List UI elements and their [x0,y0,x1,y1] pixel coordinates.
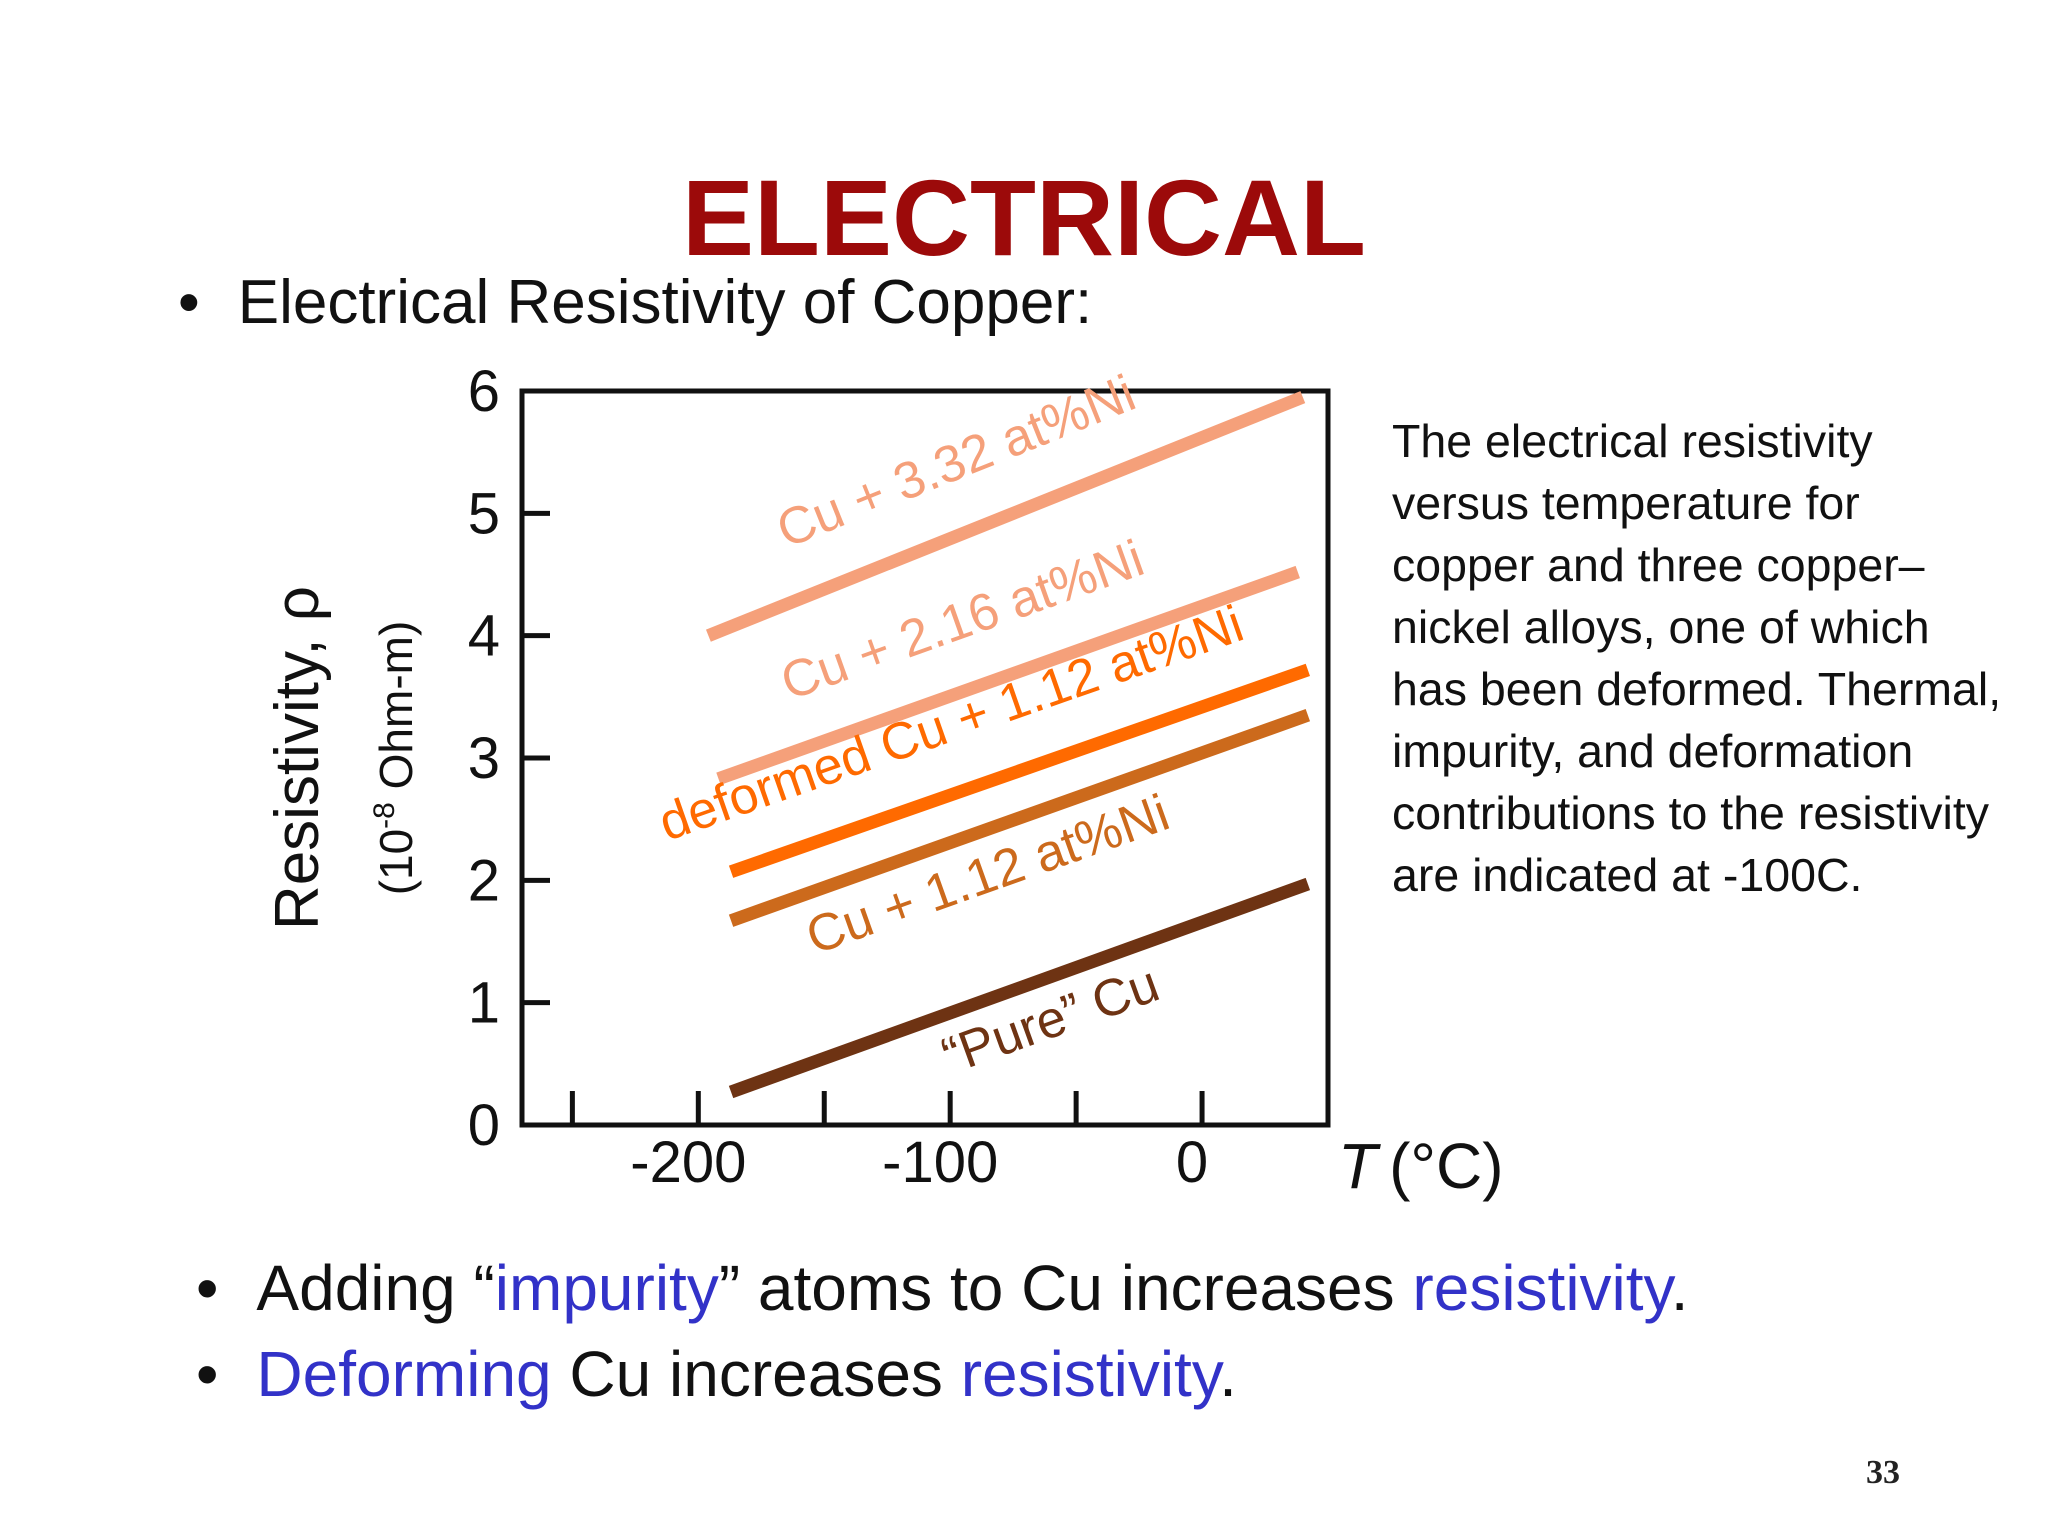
highlight-term: Deforming [256,1338,552,1410]
bullet-text-segment: . [1219,1338,1237,1410]
y-tick-label: 6 [468,359,500,424]
bullet-text-segment: Cu increases [551,1338,961,1410]
y-tick-label: 2 [468,848,500,913]
series-line [716,565,1300,785]
y-tick-label: 0 [468,1093,500,1158]
y-tick-label: 1 [468,971,500,1036]
bullet-deforming-text: Deforming Cu increases resistivity. [256,1338,1236,1410]
highlight-term: resistivity [960,1338,1220,1410]
series-lines [705,391,1311,1099]
x-tick-label: -100 [882,1130,998,1195]
series-line [728,877,1311,1099]
chart-caption: The electrical resistivity versus temper… [1392,415,2002,901]
slide-title: ELECTRICAL [682,157,1366,279]
x-axis-ticks: -200 -100 0 [569,1091,1208,1195]
series-line [728,663,1310,878]
series-line [728,709,1311,927]
x-axis-symbol: T [1338,1130,1381,1202]
highlight-term: resistivity [1412,1252,1671,1324]
bullet-glyph: • [178,268,200,337]
bullet-impurity: • Adding “impurity” atoms to Cu increases… [196,1256,1689,1320]
bullet-main-text: Electrical Resistivity of Copper: [237,268,1093,337]
bullet-glyph: • [196,1338,219,1410]
x-tick-label: 0 [1176,1130,1208,1195]
y-axis-title: Resistivity, ρ [263,586,332,930]
page-number: 33 [1866,1454,1900,1491]
y-tick-label: 5 [468,481,500,546]
x-axis-title: T (°C) [1338,1130,1504,1202]
bullet-text-segment: Adding “ [256,1252,495,1324]
y-axis-label: Resistivity, ρ [263,586,332,930]
y-axis-ticks: 0 1 2 3 4 5 6 [468,359,550,1158]
y-tick-label: 3 [468,726,500,791]
bullet-deforming: • Deforming Cu increases resistivity. [196,1342,1237,1406]
y-axis-units-text: (10-8 Ohm-m) [368,621,422,896]
bullet-text-segment: ” atoms to Cu increases [718,1252,1413,1324]
series-line [705,391,1306,642]
y-tick-label: 4 [468,604,500,669]
bullet-text-segment: . [1670,1252,1689,1324]
x-tick-label: -200 [630,1130,746,1195]
highlight-term: impurity [494,1252,719,1324]
bullet-main: • Electrical Resistivity of Copper: [178,272,1092,334]
bullet-impurity-text: Adding “impurity” atoms to Cu increases … [256,1252,1688,1324]
bullet-glyph: • [196,1252,219,1324]
y-axis-units: (10-8 Ohm-m) [368,621,422,896]
x-axis-units: (°C) [1389,1130,1503,1202]
